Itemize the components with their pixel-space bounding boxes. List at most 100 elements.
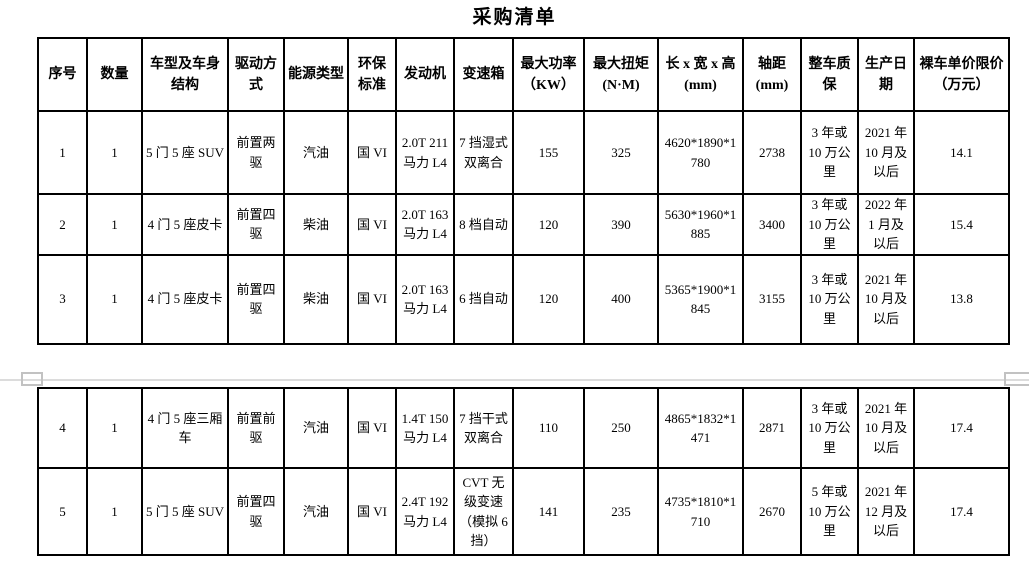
table-cell: 155: [512, 110, 585, 195]
table-cell: 3 年或 10 万公里: [800, 253, 859, 345]
table-cell: 4735*1810*1710: [657, 467, 744, 556]
table-cell: 2.0T 211 马力 L4: [395, 110, 455, 195]
table-cell: 1: [86, 387, 143, 469]
table-cell: 国 VI: [347, 467, 397, 556]
table-cell: 国 VI: [347, 253, 397, 345]
column-header: 车型及车身结构: [141, 37, 229, 112]
table-cell: 5: [37, 467, 88, 556]
page-margin-mark-left: [21, 372, 43, 386]
table-cell: 3400: [742, 193, 802, 256]
table-cell: 2670: [742, 467, 802, 556]
table-cell: 3155: [742, 253, 802, 345]
column-header: 轴距(mm): [742, 37, 802, 112]
column-header: 变速箱: [453, 37, 514, 112]
table-cell: 2021 年 10 月及以后: [857, 110, 915, 195]
table-cell: 4 门 5 座皮卡: [141, 253, 229, 345]
table-cell: 前置四驱: [227, 467, 285, 556]
table-cell: 汽油: [283, 387, 349, 469]
table-cell: 4620*1890*1780: [657, 110, 744, 195]
table-cell: 2.4T 192 马力 L4: [395, 467, 455, 556]
table-cell: 2022 年 1 月及以后: [857, 193, 915, 256]
table-cell: 3 年或 10 万公里: [800, 193, 859, 256]
column-header: 数量: [86, 37, 143, 112]
column-header: 最大扭矩(N·M): [583, 37, 659, 112]
table-cell: 柴油: [283, 193, 349, 256]
table-cell: 325: [583, 110, 659, 195]
table-header: 序号 数量 车型及车身结构 驱动方式 能源类型 环保标准 发动机 变速箱 最大功率（KW） 最大扭…: [37, 37, 1010, 112]
table-cell: 汽油: [283, 110, 349, 195]
table-cell: 前置四驱: [227, 253, 285, 345]
table-cell: 7 挡干式双离合: [453, 387, 514, 469]
column-header: 发动机: [395, 37, 455, 112]
table-cell: 17.4: [913, 467, 1010, 556]
table-cell: 2: [37, 193, 88, 256]
table-cell: 110: [512, 387, 585, 469]
table-cell: 5630*1960*1885: [657, 193, 744, 256]
column-header: 生产日期: [857, 37, 915, 112]
table-cell: 5 门 5 座 SUV: [141, 110, 229, 195]
column-header: 能源类型: [283, 37, 349, 112]
table-cell: 120: [512, 253, 585, 345]
table-cell: 2738: [742, 110, 802, 195]
page-margin-mark-right: [1004, 372, 1029, 386]
column-header: 环保标准: [347, 37, 397, 112]
column-header: 长 x 宽 x 高(mm): [657, 37, 744, 112]
table-cell: 1: [86, 467, 143, 556]
table-cell: 2021 年 12 月及以后: [857, 467, 915, 556]
page-title: 采购清单: [472, 7, 557, 28]
table-cell: 15.4: [913, 193, 1010, 256]
header-row: 序号 数量 车型及车身结构 驱动方式 能源类型 环保标准 发动机 变速箱 最大功率（KW） 最大扭…: [37, 37, 1010, 112]
table-cell: 1: [37, 110, 88, 195]
table-cell: 390: [583, 193, 659, 256]
table-cell: 8 档自动: [453, 193, 514, 256]
table-cell: 前置前驱: [227, 387, 285, 469]
column-header: 裸车单价限价（万元）: [913, 37, 1010, 112]
table-cell: 国 VI: [347, 110, 397, 195]
table-cell: 17.4: [913, 387, 1010, 469]
table-cell: 250: [583, 387, 659, 469]
table-cell: 3: [37, 253, 88, 345]
table-cell: 3 年或 10 万公里: [800, 387, 859, 469]
table-cell: 4: [37, 387, 88, 469]
table-cell: 1: [86, 253, 143, 345]
table-cell: 2.0T 163 马力 L4: [395, 253, 455, 345]
table-cell: 1: [86, 193, 143, 256]
column-header: 驱动方式: [227, 37, 285, 112]
table-cell: 6 挡自动: [453, 253, 514, 345]
table-cell: 14.1: [913, 110, 1010, 195]
column-header: 序号: [37, 37, 88, 112]
table-cell: 5 门 5 座 SUV: [141, 467, 229, 556]
table-cell: 7 挡湿式双离合: [453, 110, 514, 195]
table-cell: 4 门 5 座皮卡: [141, 193, 229, 256]
table-cell: 国 VI: [347, 387, 397, 469]
page-break-separator-line: [0, 379, 1029, 381]
table-cell: 柴油: [283, 253, 349, 345]
table-cell: 5365*1900*1845: [657, 253, 744, 345]
table-cell: 4865*1832*1471: [657, 387, 744, 469]
table-cell: 1: [86, 110, 143, 195]
column-header: 整车质保: [800, 37, 859, 112]
table-cell: 2.0T 163 马力 L4: [395, 193, 455, 256]
table-cell: 前置两驱: [227, 110, 285, 195]
table-cell: CVT 无级变速（模拟 6 挡）: [453, 467, 514, 556]
table-cell: 235: [583, 467, 659, 556]
table-cell: 5 年或 10 万公里: [800, 467, 859, 556]
table-cell: 国 VI: [347, 193, 397, 256]
table-cell: 前置四驱: [227, 193, 285, 256]
table-cell: 400: [583, 253, 659, 345]
table-cell: 1.4T 150 马力 L4: [395, 387, 455, 469]
procurement-table-page-1: 序号 数量 车型及车身结构 驱动方式 能源类型 环保标准 发动机 变速箱 最大功率（KW） 最大扭…: [37, 37, 1010, 345]
table-cell: 13.8: [913, 253, 1010, 345]
table-cell: 4 门 5 座三厢车: [141, 387, 229, 469]
table-cell: 汽油: [283, 467, 349, 556]
table-cell: 2871: [742, 387, 802, 469]
column-header: 最大功率（KW）: [512, 37, 585, 112]
table-cell: 3 年或 10 万公里: [800, 110, 859, 195]
